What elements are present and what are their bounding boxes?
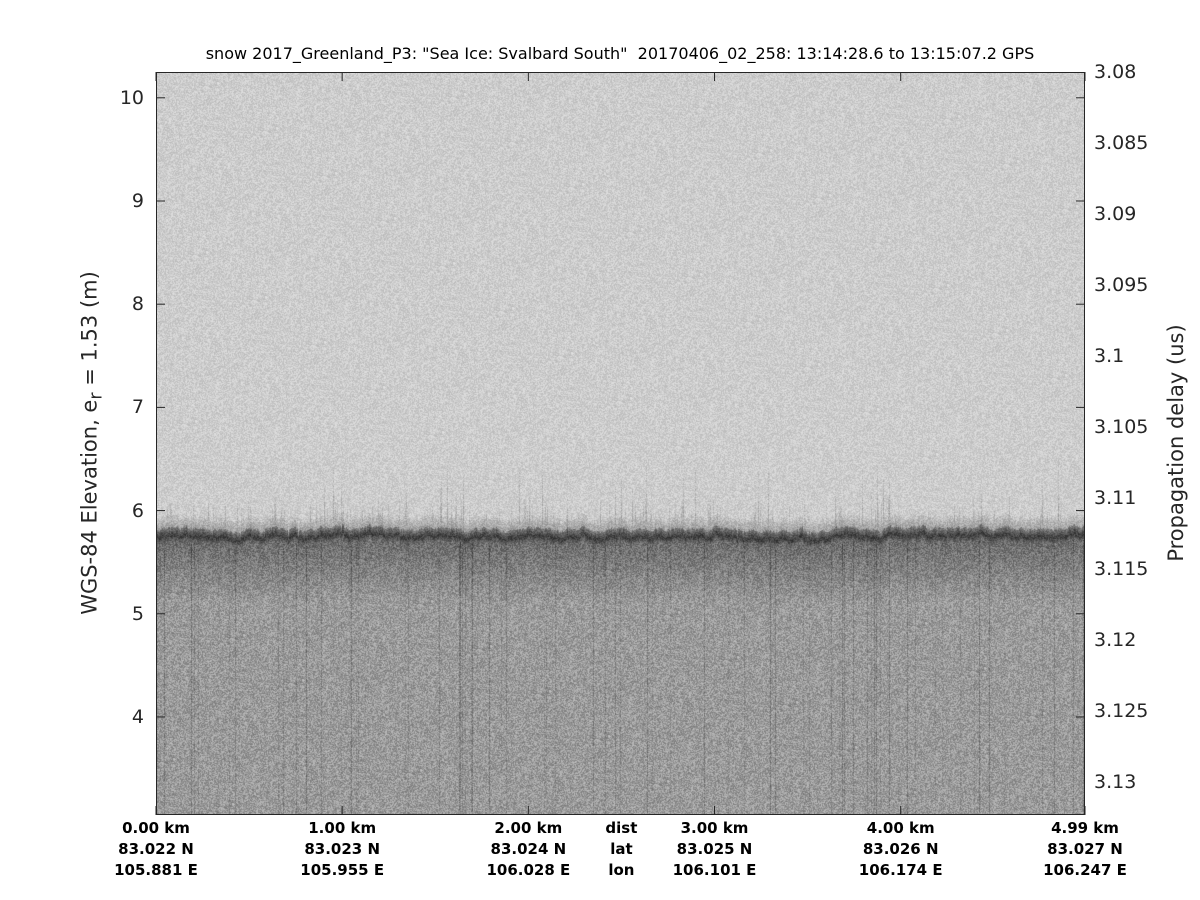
plot-border [156,72,1085,815]
y-label-subscript: r [86,392,107,400]
x-tick-lon: 106.028 E [486,861,571,879]
x-tick-dist: 1.00 km [308,819,377,837]
y-tick-label: 4 [131,705,144,728]
x-row-labels: dist lat lon [605,818,637,881]
x-tick-label: 2.00 km 83.024 N 106.028 E [486,818,570,881]
right-y-tick-label: 3.08 [1094,61,1137,83]
y-tick-label: 8 [131,293,144,316]
x-tick-lon: 105.955 E [300,861,385,879]
right-y-tick-label: 3.095 [1094,274,1149,297]
x-tick-lon: 106.247 E [1043,861,1127,879]
right-y-tick-label: 3.115 [1094,558,1149,581]
x-tick-lat: 83.027 N [1047,840,1123,858]
x-tick-lon: 106.174 E [858,861,943,879]
right-y-tick-label: 3.12 [1094,629,1137,652]
x-tick-dist: 2.00 km [494,819,563,837]
x-tick-dist: 0.00 km [122,819,190,837]
right-y-tick-label: 3.11 [1094,487,1137,510]
y-tick-label: 10 [119,86,144,109]
x-tick-dist: 3.00 km [680,819,749,837]
right-y-tick-label: 3.1 [1094,345,1125,368]
x-tick-lat: 83.023 N [304,840,381,858]
x-row-label-lon: lon [608,861,635,879]
x-tick-label: 3.00 km 83.025 N 106.101 E [673,818,757,881]
y-tick-label: 9 [131,189,144,212]
chart-title: snow 2017_Greenland_P3: "Sea Ice: Svalba… [205,44,1035,63]
right-y-tick-label: 3.125 [1094,700,1149,723]
x-tick-lat: 83.022 N [118,840,194,858]
axes-frame [155,72,1086,815]
y-axis-label: WGS-84 Elevation, er = 1.53 (m) [77,271,106,615]
y-label-suffix: = 1.53 (m) [77,271,102,393]
x-tick-lat: 83.025 N [676,840,753,858]
plot-area [155,72,1086,815]
x-tick-label: 4.99 km 83.027 N 106.247 E [1043,818,1127,881]
echogram-image [156,72,1085,815]
y-tick-label: 5 [131,602,144,625]
x-tick-dist: 4.00 km [866,819,935,837]
x-tick-lat: 83.026 N [862,840,939,858]
x-tick-label: 1.00 km 83.023 N 105.955 E [300,818,384,881]
right-y-tick-label: 3.085 [1094,132,1149,155]
right-y-tick-label: 3.13 [1094,771,1137,794]
x-row-label-lat: lat [610,840,633,858]
x-row-label-dist: dist [605,819,638,837]
right-y-axis-label: Propagation delay (us) [1164,324,1188,562]
x-tick-lat: 83.024 N [490,840,567,858]
x-tick-label: 0.00 km 83.022 N 105.881 E [114,818,198,881]
y-label-text: WGS-84 Elevation, e [77,399,102,615]
x-tick-dist: 4.99 km [1051,819,1119,837]
x-tick-lon: 105.881 E [114,861,198,879]
x-tick-label: 4.00 km 83.026 N 106.174 E [859,818,943,881]
y-tick-label: 7 [131,396,144,419]
y-tick-label: 6 [131,499,144,522]
right-y-tick-label: 3.09 [1094,203,1137,226]
right-y-tick-label: 3.105 [1094,416,1149,439]
x-tick-lon: 106.101 E [672,861,757,879]
